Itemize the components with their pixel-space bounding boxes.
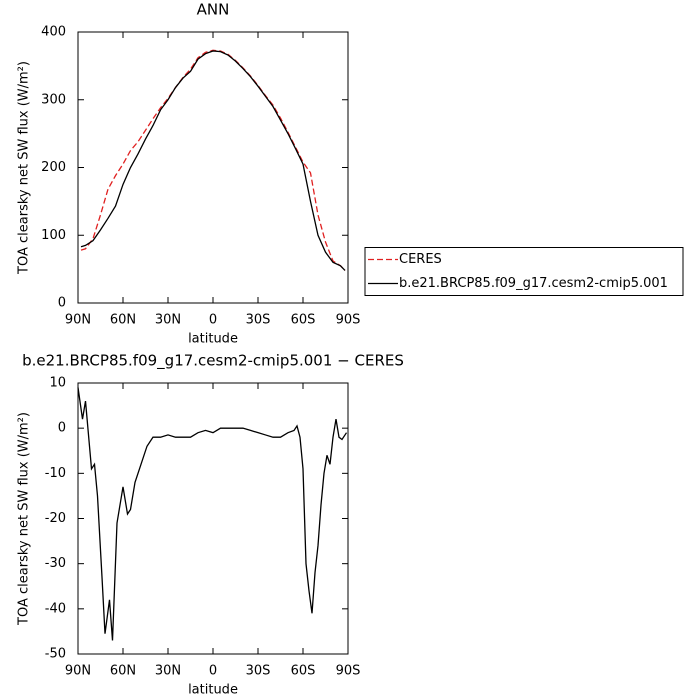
plot-frame xyxy=(77,382,349,655)
x-axis-label: latitude xyxy=(188,332,238,347)
x-axis-label: latitude xyxy=(188,683,238,698)
y-tick-label: -10 xyxy=(45,466,66,481)
chart-title: b.e21.BRCP85.f09_g17.cesm2-cmip5.001 − C… xyxy=(22,352,404,371)
y-tick-label: -30 xyxy=(45,556,66,571)
data-line xyxy=(80,49,346,271)
y-tick-label: -20 xyxy=(45,511,66,526)
legend-label: CERES xyxy=(399,252,442,267)
legend-label: b.e21.BRCP85.f09_g17.cesm2-cmip5.001 xyxy=(399,276,668,291)
y-tick-label: 300 xyxy=(41,92,66,107)
x-tick-label: 30N xyxy=(155,664,181,679)
x-tick-label: 0 xyxy=(209,664,217,679)
y-tick-label: -50 xyxy=(45,647,66,662)
data-line xyxy=(80,50,346,271)
y-tick-label: -40 xyxy=(45,601,66,616)
x-tick-label: 60N xyxy=(110,313,136,328)
chart-title: ANN xyxy=(197,1,230,19)
x-tick-label: 0 xyxy=(209,313,217,328)
y-axis-label: TOA clearsky net SW flux (W/m²) xyxy=(17,412,32,626)
y-tick-label: 400 xyxy=(41,25,66,40)
x-tick-label: 60S xyxy=(291,664,316,679)
x-tick-label: 90N xyxy=(65,313,91,328)
y-tick-label: 200 xyxy=(41,160,66,175)
data-line xyxy=(77,387,348,641)
x-tick-label: 90S xyxy=(336,313,361,328)
x-tick-label: 60S xyxy=(291,313,316,328)
x-tick-label: 30S xyxy=(246,664,271,679)
x-tick-label: 90S xyxy=(336,664,361,679)
x-tick-label: 30N xyxy=(155,313,181,328)
y-tick-label: 100 xyxy=(41,228,66,243)
legend-box xyxy=(364,247,684,296)
x-tick-label: 30S xyxy=(246,313,271,328)
x-tick-label: 60N xyxy=(110,664,136,679)
y-tick-label: 0 xyxy=(58,421,66,436)
y-axis-label: TOA clearsky net SW flux (W/m²) xyxy=(17,61,32,275)
y-tick-label: 10 xyxy=(49,376,66,391)
y-tick-label: 0 xyxy=(58,296,66,311)
x-tick-label: 90N xyxy=(65,664,91,679)
